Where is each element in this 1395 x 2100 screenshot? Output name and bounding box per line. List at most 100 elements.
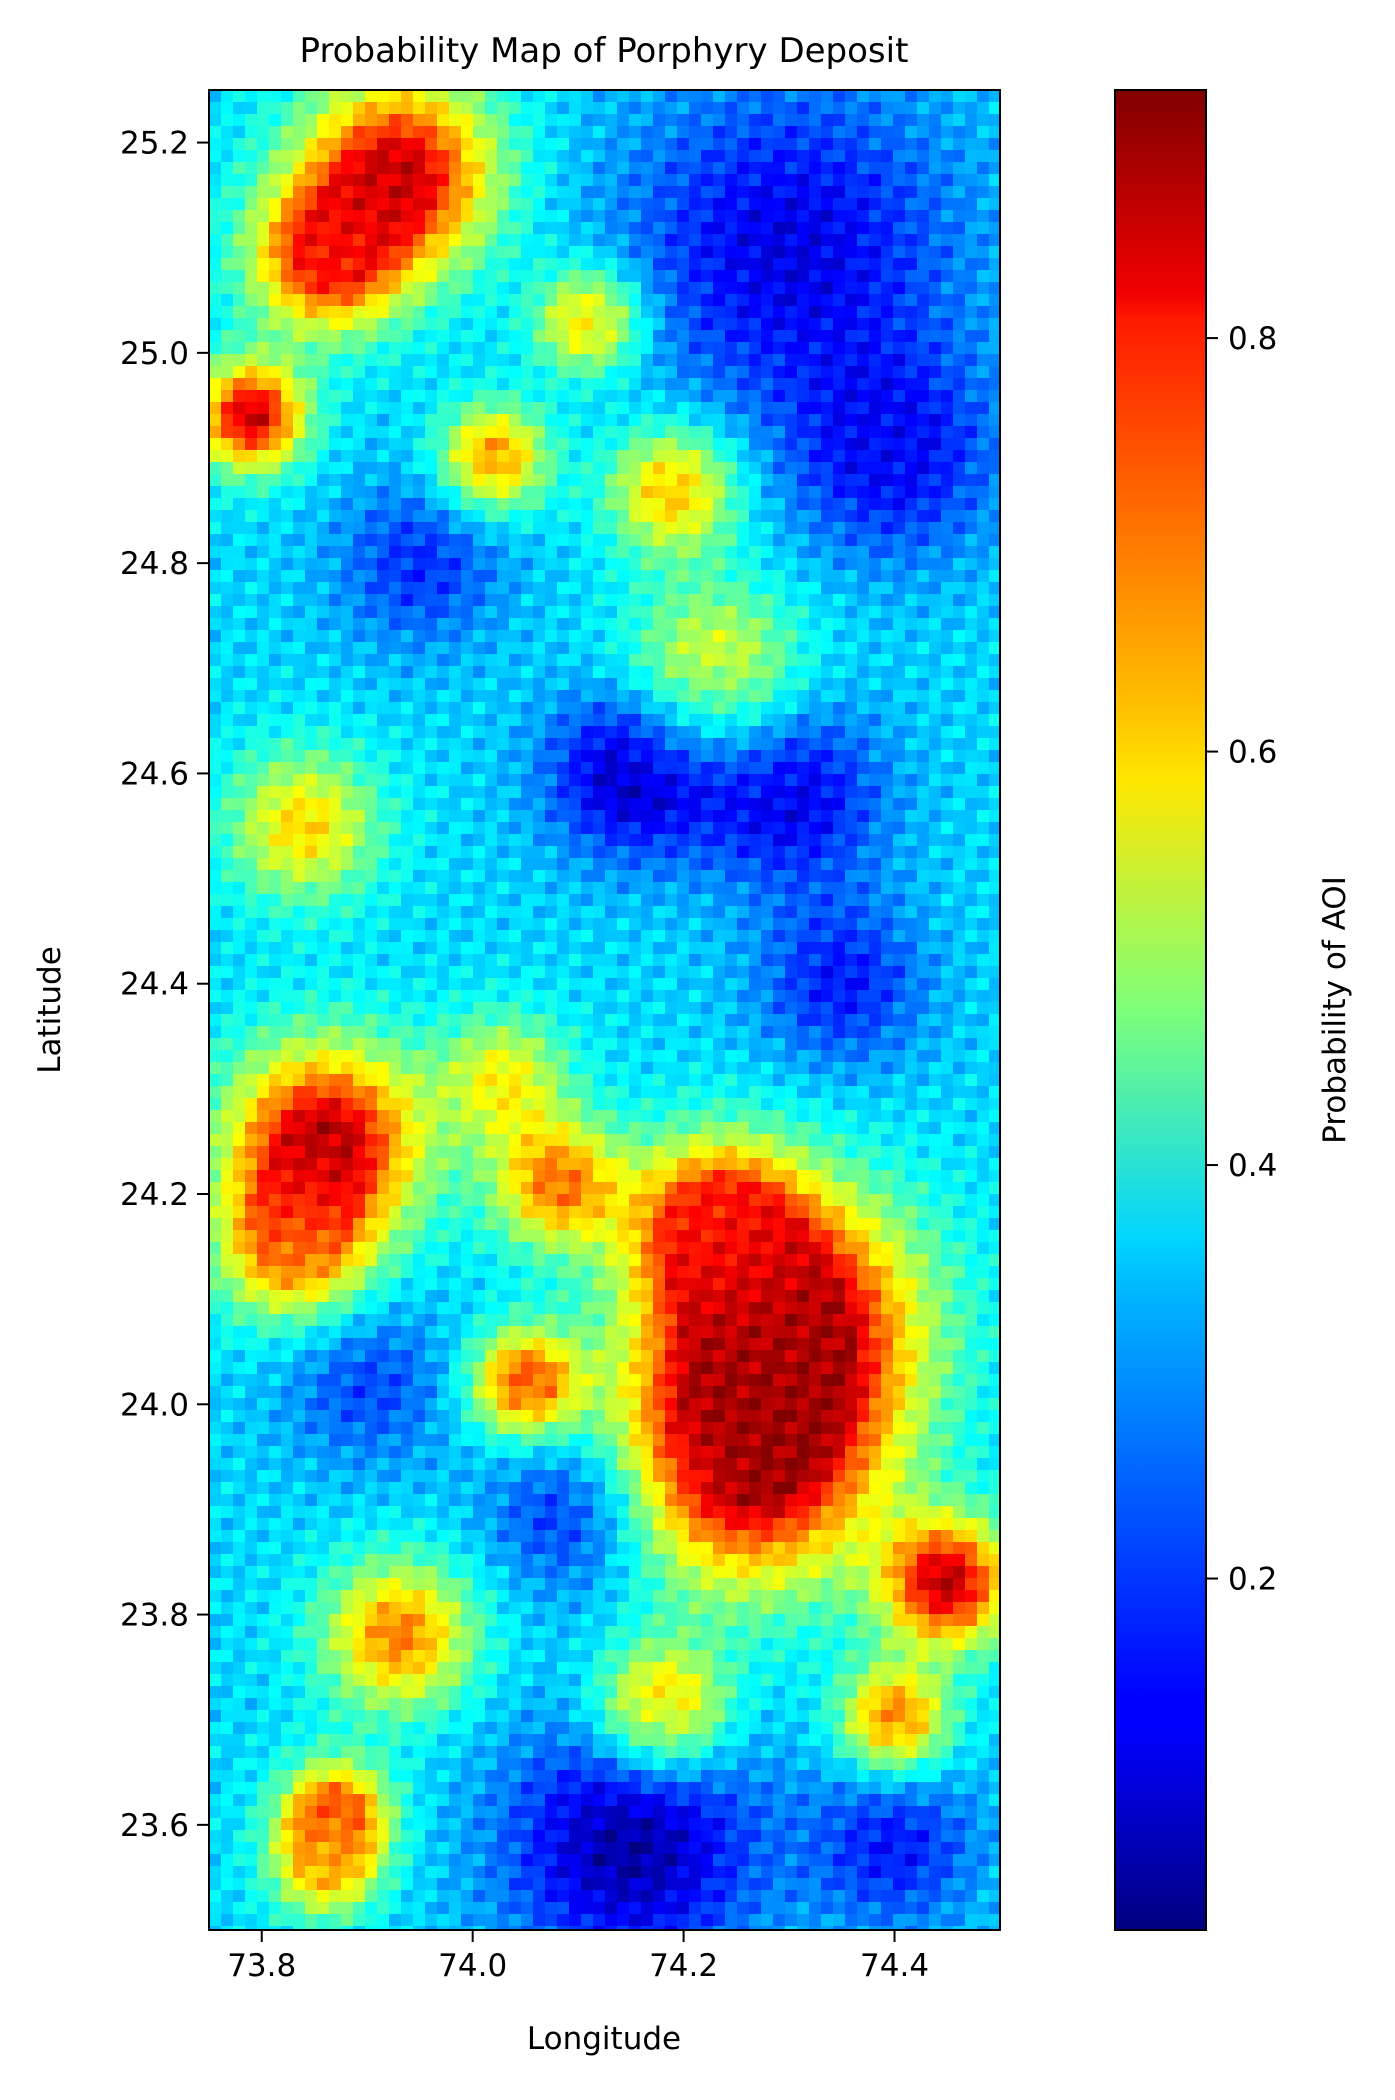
heatmap-cell [785,186,798,199]
heatmap-cell [773,570,786,583]
heatmap-cell [437,534,450,547]
heatmap-cell [413,402,426,415]
heatmap-cell [413,978,426,991]
heatmap-cell [413,102,426,115]
heatmap-cell [401,282,414,295]
heatmap-cell [917,162,930,175]
heatmap-cell [821,558,834,571]
heatmap-cell [869,870,882,883]
heatmap-cell [989,762,1000,775]
heatmap-cell [653,294,666,307]
heatmap-cell [389,630,402,643]
heatmap-cell [617,966,630,979]
heatmap-cell [797,618,810,631]
heatmap-cell [257,462,270,475]
heatmap-cell [701,582,714,595]
heatmap-cell [689,270,702,283]
heatmap-cell [221,102,234,115]
heatmap-cell [485,402,498,415]
heatmap-cell [641,354,654,367]
heatmap-cell [965,738,978,751]
heatmap-cell [845,210,858,223]
heatmap-cell [497,570,510,583]
heatmap-cell [581,810,594,823]
heatmap-cell [761,246,774,259]
heatmap-cell [377,306,390,319]
heatmap-cell [293,450,306,463]
heatmap-cell [509,918,522,931]
heatmap-cell [485,846,498,859]
heatmap-cell [293,702,306,715]
heatmap-cell [497,726,510,739]
heatmap-cell [437,930,450,943]
heatmap-cell [785,234,798,247]
heatmap-cell [221,438,234,451]
heatmap-cell [569,414,582,427]
heatmap-cell [905,978,918,991]
heatmap-cell [665,942,678,955]
heatmap-cell [773,522,786,535]
heatmap-cell [677,726,690,739]
heatmap-cell [317,534,330,547]
heatmap-cell [341,258,354,271]
heatmap-cell [329,150,342,163]
heatmap-cell [689,774,702,787]
heatmap-cell [329,738,342,751]
heatmap-cell [737,738,750,751]
heatmap-cell [881,726,894,739]
heatmap-cell [965,570,978,583]
heatmap-cell [761,978,774,991]
heatmap-cell [809,390,822,403]
heatmap-cell [221,234,234,247]
heatmap-cell [473,222,486,235]
heatmap-cell [353,594,366,607]
heatmap-cell [737,666,750,679]
heatmap-cell [641,702,654,715]
heatmap-cell [605,354,618,367]
heatmap-cell [245,618,258,631]
heatmap-cell [533,246,546,259]
heatmap-cell [677,270,690,283]
heatmap-cell [785,426,798,439]
heatmap-cell [821,906,834,919]
heatmap-cell [773,930,786,943]
heatmap-cell [257,438,270,451]
heatmap-cell [425,774,438,787]
heatmap-cell [725,606,738,619]
heatmap-cell [617,774,630,787]
heatmap-cell [905,342,918,355]
heatmap-cell [341,510,354,523]
heatmap-cell [641,642,654,655]
heatmap-cell [413,966,426,979]
heatmap-cell [365,570,378,583]
heatmap-cell [389,114,402,127]
heatmap-cell [653,822,666,835]
heatmap-cell [305,690,318,703]
heatmap-cell [269,438,282,451]
heatmap-cell [281,474,294,487]
heatmap-cell [689,654,702,667]
heatmap-cell [809,810,822,823]
heatmap-cell [941,918,954,931]
heatmap-cell [401,294,414,307]
heatmap-cell [893,342,906,355]
heatmap-cell [317,330,330,343]
heatmap-cell [689,138,702,151]
heatmap-cell [905,654,918,667]
heatmap-cell [965,186,978,199]
heatmap-cell [989,414,1000,427]
heatmap-cell [485,618,498,631]
heatmap-cell [401,810,414,823]
heatmap-cell [821,234,834,247]
heatmap-cell [653,282,666,295]
heatmap-cell [869,282,882,295]
heatmap-cell [917,510,930,523]
heatmap-cell [965,390,978,403]
heatmap-cell [329,558,342,571]
heatmap-cell [617,546,630,559]
heatmap-cell [821,450,834,463]
heatmap-cell [269,726,282,739]
heatmap-cell [317,966,330,979]
heatmap-cell [785,174,798,187]
heatmap-cell [785,102,798,115]
